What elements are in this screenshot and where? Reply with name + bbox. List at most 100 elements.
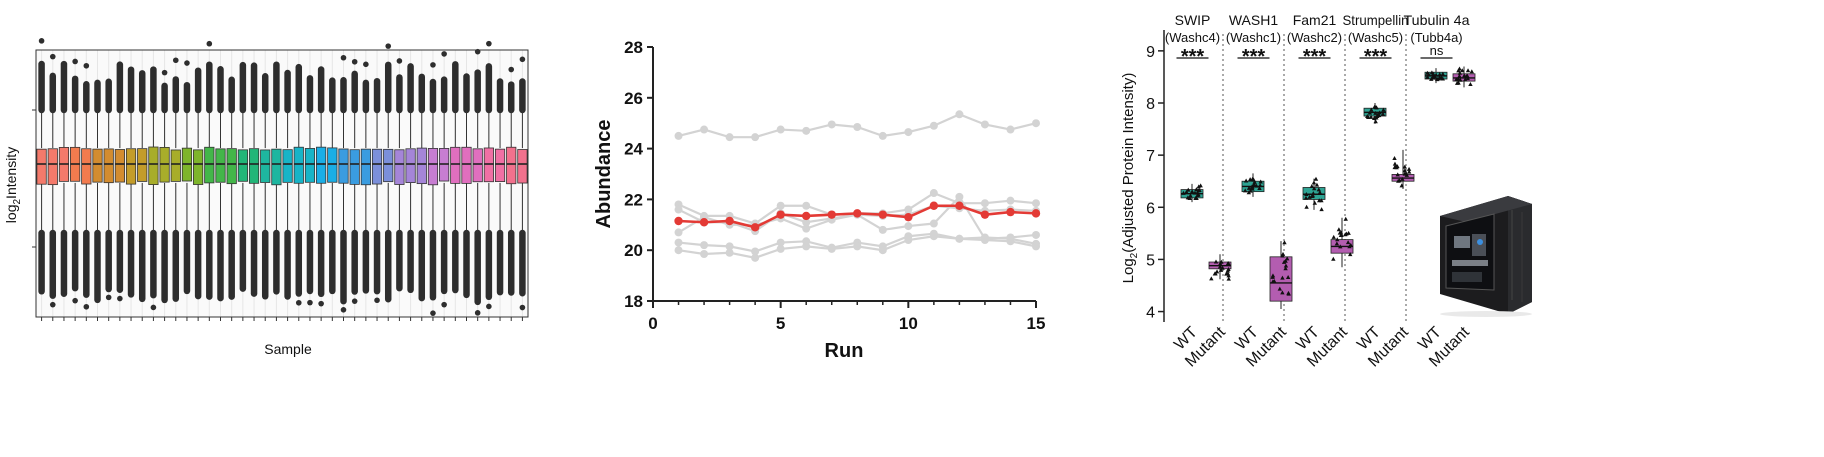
panel-c-point bbox=[1280, 275, 1285, 280]
panel-a-sample-box bbox=[394, 58, 405, 292]
panel-c-gene-name: (Washc5) bbox=[1348, 30, 1403, 45]
panel-a-sample-box bbox=[461, 73, 472, 299]
panel-a-sample-box bbox=[360, 61, 371, 294]
panel-b-point bbox=[929, 121, 938, 130]
panel-b-point bbox=[878, 246, 887, 255]
panel-a-box bbox=[125, 148, 137, 185]
panel-b-point bbox=[1032, 230, 1040, 239]
panel-c-point bbox=[1392, 161, 1398, 166]
panel-a-box bbox=[394, 149, 405, 185]
panel-a-sample-box bbox=[58, 60, 70, 297]
panel-a-sample-box bbox=[204, 40, 215, 300]
panel-a-sample-box bbox=[506, 66, 517, 296]
panel-a-xlabel: Sample bbox=[264, 341, 312, 357]
panel-c-point bbox=[1209, 276, 1214, 281]
panel-b-ylabel: Abundance bbox=[593, 120, 615, 229]
panel-b-point bbox=[700, 250, 709, 259]
panel-a-box bbox=[450, 146, 461, 184]
panel-a-sample-box bbox=[81, 62, 92, 310]
panel-c-point bbox=[1457, 73, 1462, 78]
panel-b-point bbox=[878, 225, 887, 234]
panel-a-box bbox=[349, 149, 360, 185]
panel-a-outlier-point bbox=[161, 69, 168, 76]
panel-a-outlier-point bbox=[430, 62, 436, 68]
panel-c-point bbox=[1462, 73, 1467, 78]
panel-b-point bbox=[674, 205, 683, 214]
panel-a-box bbox=[36, 148, 47, 185]
panel-c-point bbox=[1225, 268, 1230, 273]
panel-c-point bbox=[1368, 114, 1374, 119]
panel-a-sample-box bbox=[148, 66, 159, 311]
panel-a-sample-box bbox=[293, 63, 304, 306]
panel-c-point bbox=[1394, 165, 1399, 170]
panel-a-sample-box bbox=[125, 66, 137, 298]
panel-b-point bbox=[674, 131, 683, 140]
panel-a-outlier-point bbox=[474, 310, 481, 316]
panel-a-box bbox=[517, 149, 528, 184]
panel-b-point bbox=[827, 244, 836, 253]
panel-a-outlier-point bbox=[385, 43, 392, 49]
panel-c-point bbox=[1331, 234, 1336, 239]
panel-a-sample-box bbox=[215, 66, 226, 302]
panel-b-point bbox=[776, 238, 785, 247]
panel-b-point bbox=[802, 211, 811, 221]
panel-c-point bbox=[1462, 77, 1468, 82]
panel-a-sample-box bbox=[405, 63, 416, 294]
panel-c-point bbox=[1371, 115, 1377, 120]
panel-c-point bbox=[1458, 77, 1463, 82]
panel-c-significance: *** bbox=[1303, 46, 1327, 68]
panel-a-box bbox=[226, 148, 237, 185]
panel-b-point bbox=[929, 201, 939, 210]
panel-a-sample-box bbox=[260, 73, 271, 300]
panel-a-sample-box bbox=[450, 61, 461, 294]
panel-c-point bbox=[1220, 265, 1225, 270]
panel-a-sample-box bbox=[92, 79, 103, 304]
panel-a-sample-box bbox=[237, 61, 248, 292]
panel-b-point bbox=[929, 232, 938, 241]
panel-c-point bbox=[1440, 76, 1445, 81]
panel-b-point bbox=[751, 247, 760, 256]
panel-b-ytick-label: 26 bbox=[624, 89, 643, 108]
panel-b-point bbox=[751, 133, 760, 142]
panel-c-point bbox=[1317, 190, 1323, 195]
panel-c-point bbox=[1465, 68, 1471, 73]
panel-c-point bbox=[1381, 107, 1386, 112]
panel-c-point bbox=[1406, 169, 1412, 174]
panel-a-box bbox=[494, 148, 506, 182]
panel-c-ytick-label: 4 bbox=[1146, 305, 1155, 322]
panel-b-point bbox=[674, 246, 683, 255]
panel-a-sample-box bbox=[47, 53, 58, 308]
panel-b-point bbox=[776, 244, 785, 253]
panel-c-point bbox=[1434, 76, 1440, 81]
panel-b-ytick-label: 20 bbox=[624, 241, 643, 260]
panel-a-outlier-point bbox=[351, 298, 358, 304]
panel-c-point bbox=[1437, 75, 1442, 80]
panel-b-xlabel: Run bbox=[825, 340, 864, 362]
panel-b-point bbox=[750, 223, 760, 232]
panel-a-outlier-point bbox=[83, 62, 90, 69]
panel-b-point bbox=[1006, 207, 1015, 217]
panel-a-sample-box bbox=[159, 69, 170, 304]
panel-c-yticks: 4 5 6 7 8 9 bbox=[1146, 44, 1164, 322]
panel-c-point bbox=[1457, 70, 1463, 75]
panel-b-point bbox=[776, 201, 785, 210]
panel-b-ytick-label: 28 bbox=[624, 38, 643, 57]
panel-c-point bbox=[1465, 73, 1470, 78]
panel-b-point bbox=[751, 253, 760, 262]
panel-b-point bbox=[904, 222, 913, 231]
panel-a-outlier-point bbox=[49, 53, 56, 60]
panel-b-point bbox=[725, 133, 734, 142]
panel-b-point bbox=[700, 125, 709, 134]
computer-tower-image bbox=[1440, 196, 1532, 317]
panel-c-point bbox=[1243, 188, 1248, 193]
panel-a-boxplot: Sample log2Intensity bbox=[3, 38, 529, 357]
panel-c-point bbox=[1212, 271, 1218, 276]
panel-c-point bbox=[1283, 266, 1288, 271]
panel-a-boxes bbox=[36, 38, 528, 316]
panel-c-gene-name: (Washc1) bbox=[1226, 30, 1281, 45]
panel-b-point bbox=[853, 242, 862, 251]
panel-c-point bbox=[1425, 74, 1430, 79]
panel-a-outlier-point bbox=[150, 304, 157, 311]
panel-c-significance: ns bbox=[1430, 43, 1444, 58]
